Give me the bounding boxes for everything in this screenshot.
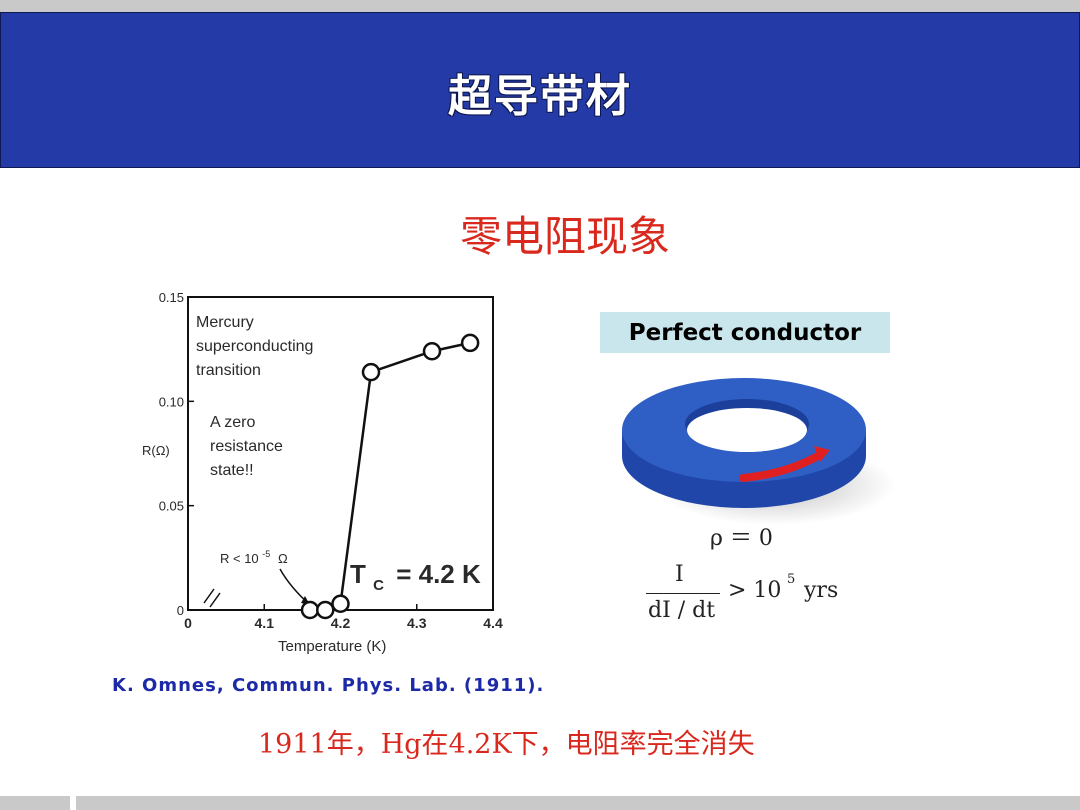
tc-value: = 4.2 K	[396, 559, 481, 589]
current-arrow	[739, 452, 822, 482]
rho-formula: ρ ＝ 0	[710, 526, 773, 551]
r-limit-unit: Ω	[278, 551, 288, 566]
x-tick-label: 0	[184, 615, 192, 631]
y-tick-label: 0.10	[159, 394, 184, 409]
bottom-strip	[0, 796, 1080, 810]
r-limit-text: R < 10	[220, 551, 259, 566]
perfect-conductor-label: Perfect conductor	[628, 320, 862, 346]
x-tick-label: 4.4	[483, 615, 503, 631]
slide-title: 超导带材	[448, 71, 632, 122]
annotation-a-zero: A zero	[210, 414, 255, 431]
title-banner: 超导带材	[0, 12, 1080, 168]
current-arrowhead	[814, 446, 830, 462]
data-point	[460, 333, 480, 353]
resistance-chart: 0 4.1 4.2 4.3 4.4 0 0.05 0.10 0.15 R(Ω) Tempera…	[142, 290, 503, 655]
annotation-tc: T C = 4.2 K	[350, 559, 481, 596]
x-tick-label: 4.2	[331, 615, 351, 631]
tc-symbol: T	[350, 559, 366, 589]
annotation-transition: transition	[196, 362, 261, 379]
r-limit-exponent: -5	[262, 549, 270, 559]
ring-illustration	[622, 378, 895, 525]
y-tick-label: 0.05	[159, 499, 184, 514]
y-tick-label: 0.15	[159, 290, 184, 305]
annotation-mercury: Mercury	[196, 314, 254, 331]
x-axis-ticks: 0 4.1 4.2 4.3 4.4	[184, 604, 503, 631]
perfect-conductor-box: Perfect conductor	[600, 312, 890, 353]
y-axis-ticks: 0 0.05 0.10 0.15	[159, 290, 194, 618]
data-point	[331, 594, 350, 613]
y-tick-label: 0	[177, 603, 184, 618]
data-point	[361, 362, 381, 382]
citation: K. Omnes, Commun. Phys. Lab. (1911).	[112, 675, 545, 696]
x-axis-label: Temperature (K)	[278, 638, 386, 655]
greater-than-ten: > 10	[728, 578, 782, 603]
fraction-bar	[646, 593, 720, 594]
ring-hole	[687, 408, 807, 452]
tc-subscript: C	[373, 577, 384, 594]
axis-break-mark	[203, 588, 221, 608]
x-tick-label: 4.3	[407, 615, 427, 631]
fraction-denominator: dI / dt	[648, 598, 716, 623]
data-point	[300, 600, 320, 620]
x-tick-label: 4.1	[255, 615, 275, 631]
fraction-numerator: I	[675, 562, 684, 587]
annotation-superconducting: superconducting	[196, 338, 313, 355]
slide-subtitle: 零电阻现象	[459, 212, 670, 261]
data-point	[422, 342, 442, 361]
caption: 1911年，Hg在4.2K下，电阻率完全消失	[258, 729, 755, 760]
exponent: 5	[787, 572, 796, 587]
annotation-resistance: resistance	[210, 438, 283, 455]
unit-years: yrs	[804, 578, 839, 603]
data-point	[316, 600, 335, 620]
y-axis-label: R(Ω)	[142, 443, 170, 458]
annotation-state: state!!	[210, 462, 254, 479]
data-points	[300, 333, 480, 620]
annotation-r-limit: R < 10 -5 Ω	[220, 545, 288, 566]
top-strip	[0, 0, 1080, 12]
